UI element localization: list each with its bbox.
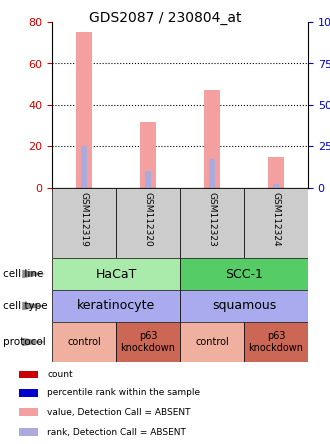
Text: p63
knockdown: p63 knockdown: [120, 331, 176, 353]
Bar: [244, 188, 308, 258]
Bar: [82, 147, 86, 188]
Bar: [204, 91, 220, 188]
Text: percentile rank within the sample: percentile rank within the sample: [47, 388, 200, 397]
Polygon shape: [22, 338, 46, 346]
Bar: [116, 322, 180, 362]
Text: cell line: cell line: [3, 269, 44, 279]
Text: rank, Detection Call = ABSENT: rank, Detection Call = ABSENT: [47, 428, 186, 436]
Bar: [52, 290, 180, 322]
Bar: [244, 322, 308, 362]
Text: GSM112319: GSM112319: [80, 191, 88, 246]
Text: p63
knockdown: p63 knockdown: [248, 331, 304, 353]
Bar: [180, 322, 244, 362]
Text: GSM112323: GSM112323: [208, 191, 216, 246]
Bar: [140, 122, 156, 188]
Bar: [76, 32, 92, 188]
Bar: [19, 408, 38, 416]
Text: SCC-1: SCC-1: [225, 267, 263, 281]
Bar: [19, 388, 38, 396]
Polygon shape: [22, 302, 46, 310]
Bar: [52, 322, 116, 362]
Text: count: count: [47, 370, 73, 379]
Bar: [116, 188, 180, 258]
Bar: [180, 290, 308, 322]
Bar: [180, 188, 244, 258]
Polygon shape: [22, 270, 46, 278]
Text: value, Detection Call = ABSENT: value, Detection Call = ABSENT: [47, 408, 191, 417]
Text: control: control: [67, 337, 101, 347]
Text: HaCaT: HaCaT: [95, 267, 137, 281]
Text: control: control: [195, 337, 229, 347]
Bar: [19, 371, 38, 378]
Text: GSM112324: GSM112324: [272, 191, 280, 246]
Bar: [180, 258, 308, 290]
Bar: [268, 157, 284, 188]
Text: GDS2087 / 230804_at: GDS2087 / 230804_at: [89, 11, 241, 25]
Bar: [210, 159, 215, 188]
Text: GSM112320: GSM112320: [144, 191, 152, 246]
Bar: [52, 188, 116, 258]
Bar: [19, 428, 38, 436]
Bar: [52, 258, 180, 290]
Text: squamous: squamous: [212, 300, 276, 313]
Bar: [274, 184, 279, 188]
Bar: [146, 171, 150, 188]
Text: keratinocyte: keratinocyte: [77, 300, 155, 313]
Text: cell type: cell type: [3, 301, 48, 311]
Text: protocol: protocol: [3, 337, 46, 347]
